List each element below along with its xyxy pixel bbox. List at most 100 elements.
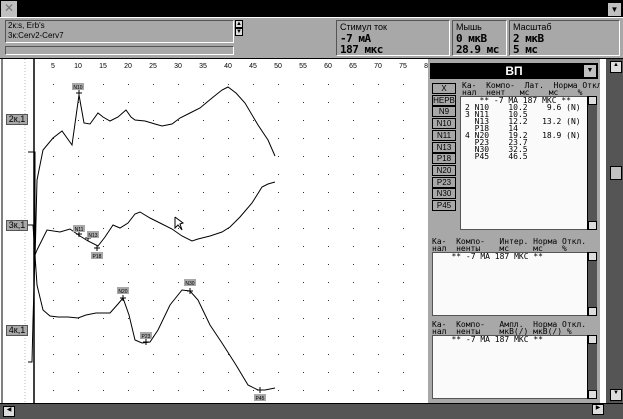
component-button-0[interactable]: X	[432, 83, 456, 94]
list-row[interactable]: P18 14	[465, 124, 518, 133]
marker-p45[interactable]: P45	[254, 387, 266, 402]
grid-dot	[278, 336, 279, 337]
marker-label: P18	[93, 254, 102, 260]
channel-label-3[interactable]: 3к,1	[6, 220, 28, 231]
grid-dot	[328, 102, 329, 103]
grid-dot	[203, 282, 204, 283]
grid-dot	[178, 102, 179, 103]
list-row[interactable]: ** -7 МА 187 МКС **	[437, 335, 543, 344]
grid-dot	[253, 282, 254, 283]
grid-dot	[328, 228, 329, 229]
latency-scrollbar[interactable]	[587, 96, 597, 230]
latency-list[interactable]: ** -7 МА 187 МКС ** 2 N10 10.2 9.6 (N) 3 N…	[460, 96, 588, 230]
amplitude-list[interactable]: ** -7 МА 187 МКС **	[432, 335, 588, 399]
component-button-5[interactable]: N13	[432, 141, 456, 153]
component-button-2[interactable]: N9	[432, 106, 456, 118]
x-tick-label: 15	[99, 63, 107, 70]
grid-dot	[278, 318, 279, 319]
list-row[interactable]: ** -7 МА 187 МКС **	[465, 96, 571, 105]
grid-dot	[153, 120, 154, 121]
list-row[interactable]: N30 32.5	[465, 145, 528, 154]
scroll-thumb[interactable]	[610, 166, 622, 180]
grid-dot	[203, 138, 204, 139]
grid-dot	[403, 138, 404, 139]
vertical-scrollbar[interactable]: ▲ ▼	[600, 59, 623, 403]
grid-dot	[53, 354, 54, 355]
x-tick-label: 65	[349, 63, 357, 70]
component-button-3[interactable]: N10	[432, 118, 456, 130]
grid-dot	[303, 336, 304, 337]
list-row[interactable]: N13 12.2 13.2 (N)	[465, 117, 581, 126]
channel-item[interactable]: 3к:Cerv2-Cerv7	[8, 31, 64, 40]
mouse-box: Мышь 0 мкВ 28.9 мс	[452, 20, 507, 56]
stim-label: Стимул ток	[340, 22, 387, 32]
grid-dot	[103, 210, 104, 211]
grid-dot	[53, 336, 54, 337]
grid-dot	[103, 354, 104, 355]
component-button-7[interactable]: N20	[432, 164, 456, 176]
amplitude-scrollbar[interactable]	[587, 335, 597, 399]
scroll-down-icon[interactable]: ▼	[610, 389, 622, 401]
grid-dot	[128, 282, 129, 283]
grid-dot	[403, 84, 404, 85]
component-button-4[interactable]: N11	[432, 129, 456, 141]
channel-scroll[interactable]: ▲ ▼	[235, 20, 243, 36]
grid-dot	[103, 120, 104, 121]
scroll-left-icon[interactable]: ◀	[3, 406, 15, 417]
list-row[interactable]: ** -7 МА 187 МКС **	[437, 252, 543, 261]
grid-dot	[228, 372, 229, 373]
component-button-10[interactable]: P45	[432, 200, 456, 211]
component-button-6[interactable]: P18	[432, 153, 456, 165]
grid-dot	[328, 246, 329, 247]
list-row[interactable]: P23 23.7	[465, 138, 528, 147]
waveform-canvas[interactable]: 510152025303540455055606570758085 N10N11…	[0, 59, 428, 403]
channel-label-4[interactable]: 4к,1	[6, 325, 28, 336]
window-menu-button[interactable]: ▼	[608, 3, 621, 16]
grid-dot	[403, 210, 404, 211]
waveform-plot[interactable]	[0, 59, 428, 403]
grid-dot	[353, 264, 354, 265]
interval-list[interactable]: ** -7 МА 187 МКС **	[432, 252, 588, 316]
marker-n13[interactable]: N13	[85, 231, 99, 241]
component-button-9[interactable]: N30	[432, 188, 456, 200]
grid-dot	[153, 372, 154, 373]
channel-item[interactable]: 2к:s, Erb's	[8, 21, 45, 30]
grid-dot	[78, 192, 79, 193]
list-row[interactable]: 4 N20 19.2 18.9 (N)	[465, 131, 581, 140]
grid-dot	[153, 318, 154, 319]
grid-dot	[328, 336, 329, 337]
grid-dot	[128, 174, 129, 175]
dropdown-icon[interactable]: ▼	[584, 65, 596, 77]
x-tick-label: 75	[399, 63, 407, 70]
grid-dot	[53, 120, 54, 121]
list-row[interactable]: 2 N10 10.2 9.6 (N)	[465, 103, 581, 112]
grid-dot	[53, 156, 54, 157]
marker-n30[interactable]: N30	[184, 279, 196, 294]
marker-n10[interactable]: N10	[72, 83, 84, 96]
grid-dot	[103, 246, 104, 247]
marker-n11[interactable]: N11	[73, 225, 85, 237]
grid-dot	[53, 282, 54, 283]
grid-dot	[253, 300, 254, 301]
channel-label-2[interactable]: 2к,1	[6, 114, 28, 125]
marker-p18[interactable]: P18	[91, 245, 103, 260]
channel-list[interactable]: 2к:s, Erb's 3к:Cerv2-Cerv7	[5, 20, 234, 43]
close-button[interactable]: ✕	[1, 1, 17, 17]
marker-n20[interactable]: N20	[117, 287, 129, 301]
list-row[interactable]: P45 46.5	[465, 152, 528, 161]
grid-dot	[78, 354, 79, 355]
scroll-up-icon[interactable]: ▲	[610, 61, 622, 73]
scroll-right-icon[interactable]: ▶	[592, 404, 604, 415]
mouse-label: Мышь	[456, 22, 482, 32]
horizontal-scrollbar[interactable]: ◀ ▶	[0, 403, 623, 419]
interval-scrollbar[interactable]	[587, 252, 597, 316]
arrow-down-icon[interactable]: ▼	[235, 28, 243, 36]
marker-p23[interactable]: P23	[140, 332, 152, 345]
grid-dot	[203, 210, 204, 211]
component-button-1[interactable]: НЕРВ	[432, 94, 456, 106]
list-row[interactable]: 3 N11 10.5	[465, 110, 528, 119]
arrow-up-icon[interactable]: ▲	[235, 20, 243, 28]
grid-dot	[278, 246, 279, 247]
component-button-8[interactable]: P23	[432, 176, 456, 188]
grid-dot	[378, 120, 379, 121]
